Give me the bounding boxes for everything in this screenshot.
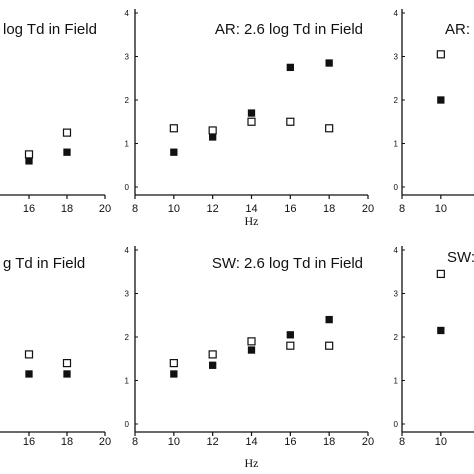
- x-tick-label: 14: [245, 436, 257, 448]
- panel-3: 8 10 0 1 2 3 4 AR:: [394, 9, 474, 215]
- y-tick-label: 0: [125, 420, 130, 429]
- data-point-open: [208, 126, 217, 135]
- data-point-filled: [247, 346, 256, 354]
- data-point-open: [325, 124, 334, 133]
- x-tick-label: 8: [132, 203, 138, 215]
- x-tick-label: 18: [61, 203, 73, 215]
- x-tick-label: 16: [23, 436, 35, 448]
- panel-title: AR: 2.6 log Td in Field: [215, 21, 363, 38]
- y-tick-label: 2: [394, 333, 399, 342]
- x-tick-label: 16: [23, 203, 35, 215]
- data-point-filled: [209, 133, 217, 141]
- panel-title: SW:: [447, 249, 474, 266]
- y-tick-label: 4: [394, 246, 399, 255]
- data-point-open: [247, 337, 256, 346]
- panel-title: log Td in Field: [3, 21, 97, 38]
- y-tick-label: 4: [394, 9, 399, 18]
- y-tick-label: 2: [125, 333, 130, 342]
- data-point-filled: [63, 370, 71, 378]
- x-tick-label: 12: [207, 203, 219, 215]
- x-tick-label: 10: [168, 436, 180, 448]
- data-point-filled: [286, 63, 294, 72]
- data-point-filled: [437, 326, 445, 335]
- y-tick-label: 2: [394, 96, 399, 105]
- y-tick-label: 4: [125, 9, 130, 18]
- data-point-open: [169, 359, 178, 368]
- y-tick-label: 1: [394, 140, 399, 149]
- data-point-open: [62, 359, 72, 368]
- y-tick-label: 2: [125, 96, 130, 105]
- x-tick-label: 8: [399, 436, 405, 448]
- data-point-filled: [325, 59, 333, 67]
- data-point-open: [436, 269, 445, 279]
- y-tick-label: 0: [394, 183, 399, 192]
- data-point-filled: [170, 370, 178, 378]
- y-tick-label: 4: [125, 246, 130, 255]
- panel-6: 8 10 0 1 2 3 4 SW:: [394, 246, 474, 448]
- x-tick-label: 20: [99, 436, 111, 448]
- x-tick-label: 18: [61, 436, 73, 448]
- x-tick-label: 10: [168, 203, 180, 215]
- y-tick-label: 3: [125, 53, 130, 62]
- data-point-open: [325, 341, 334, 350]
- data-point-open: [286, 341, 295, 350]
- y-tick-label: 3: [394, 53, 399, 62]
- x-tick-label: 12: [207, 436, 219, 448]
- x-tick-label: 14: [245, 203, 257, 215]
- data-point-filled: [437, 96, 445, 104]
- x-tick-label: 20: [362, 436, 374, 448]
- data-point-filled: [247, 109, 256, 117]
- data-point-open: [169, 124, 178, 133]
- x-axis-label: Hz: [245, 214, 259, 228]
- x-tick-label: 8: [399, 203, 405, 215]
- data-point-filled: [25, 157, 33, 165]
- x-tick-label: 20: [99, 203, 111, 215]
- x-tick-label: 10: [435, 436, 447, 448]
- data-point-open: [247, 117, 256, 126]
- panel-4: 16 18 20 g Td in Field: [0, 255, 111, 448]
- x-tick-label: 16: [284, 436, 296, 448]
- y-tick-label: 3: [125, 290, 130, 299]
- data-point-filled: [170, 148, 178, 156]
- x-tick-label: 18: [323, 436, 335, 448]
- data-point-filled: [25, 370, 33, 378]
- y-tick-label: 1: [125, 377, 130, 386]
- panel-1: 16 18 20 log Td in Field: [0, 21, 111, 215]
- panel-title: AR:: [445, 21, 470, 38]
- data-point-open: [208, 350, 217, 359]
- data-point-open: [24, 150, 34, 159]
- data-point-open: [286, 117, 295, 126]
- data-point-filled: [209, 361, 217, 369]
- y-tick-label: 0: [125, 183, 130, 192]
- data-point-open: [436, 50, 445, 59]
- x-tick-label: 20: [362, 203, 374, 215]
- data-point-open: [62, 128, 72, 137]
- x-axis-label: Hz: [245, 456, 259, 470]
- y-tick-label: 1: [125, 140, 130, 149]
- y-tick-label: 1: [394, 377, 399, 386]
- panel-title: SW: 2.6 log Td in Field: [212, 255, 363, 272]
- data-point-filled: [63, 148, 71, 156]
- data-point-filled: [286, 331, 294, 339]
- x-tick-label: 8: [132, 436, 138, 448]
- y-tick-label: 3: [394, 290, 399, 299]
- x-tick-label: 16: [284, 203, 296, 215]
- data-point-filled: [325, 315, 333, 324]
- x-tick-label: 10: [435, 203, 447, 215]
- data-point-open: [24, 350, 34, 359]
- y-tick-label: 0: [394, 420, 399, 429]
- x-tick-label: 18: [323, 203, 335, 215]
- panel-title: g Td in Field: [3, 255, 85, 272]
